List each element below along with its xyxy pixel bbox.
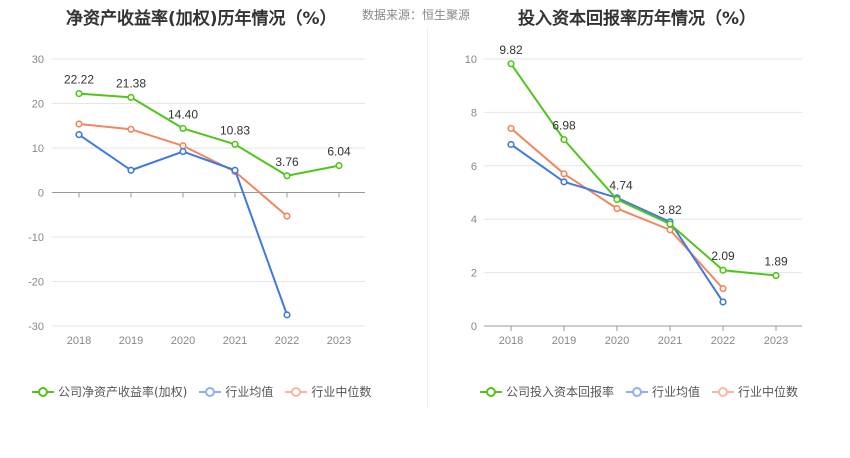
- series-line: [78, 122, 288, 217]
- data-label: 1.89: [764, 255, 788, 269]
- x-tick-label: 2018: [499, 335, 523, 347]
- data-point: [75, 131, 83, 139]
- y-tick-label: 20: [32, 99, 44, 111]
- legend-label: 公司投入资本回报率: [506, 385, 615, 399]
- data-point: [560, 170, 568, 178]
- data-label: 14.40: [168, 107, 198, 121]
- data-point: [719, 266, 727, 274]
- data-label: 6.98: [552, 119, 576, 133]
- data-point: [283, 311, 291, 319]
- data-label: 21.38: [116, 76, 146, 90]
- data-label: 3.82: [658, 203, 682, 217]
- data-point: [127, 125, 135, 133]
- legend-item-industry-median[interactable]: 行业中位数: [285, 383, 371, 400]
- x-tick-label: 2019: [552, 335, 576, 347]
- series-line: [510, 143, 724, 303]
- roe-chart-title: 净资产收益率(加权)历年情况（%）: [66, 9, 337, 29]
- data-point: [75, 90, 83, 98]
- x-tick-label: 2019: [119, 335, 143, 347]
- y-tick-label: 4: [471, 214, 477, 226]
- x-tick-label: 2023: [327, 335, 351, 347]
- data-point: [75, 120, 83, 128]
- series-line: [78, 92, 340, 177]
- data-point: [666, 220, 674, 228]
- data-point: [127, 166, 135, 174]
- data-point: [283, 172, 291, 180]
- legend-marker-blue-icon: [626, 386, 649, 397]
- legend-item-company-roic[interactable]: 公司投入资本回报率: [480, 383, 614, 400]
- y-tick-label: 2: [471, 268, 477, 280]
- legend-label: 行业中位数: [738, 385, 799, 399]
- data-label: 2.09: [711, 249, 735, 263]
- y-tick-label: 8: [471, 107, 477, 119]
- x-tick-label: 2020: [605, 335, 629, 347]
- legend-marker-blue-icon: [199, 386, 222, 397]
- y-tick-label: -10: [28, 232, 44, 244]
- data-point: [560, 136, 568, 144]
- data-point: [231, 140, 239, 148]
- x-tick-label: 2021: [658, 335, 682, 347]
- data-point: [507, 140, 515, 149]
- y-tick-label: 6: [471, 161, 477, 173]
- data-source-text: 数据来源：恒生聚源: [362, 8, 471, 22]
- x-tick-label: 2018: [67, 335, 91, 347]
- data-label: 3.76: [275, 155, 299, 169]
- data-label: 4.74: [609, 178, 633, 192]
- y-tick-label: -20: [28, 277, 44, 289]
- legend-item-company-roe[interactable]: 公司净资产收益率(加权): [32, 383, 187, 400]
- legend-label: 公司净资产收益率(加权): [58, 385, 188, 399]
- data-point: [179, 142, 187, 150]
- y-tick-label: 30: [32, 54, 44, 66]
- data-point: [719, 285, 727, 293]
- y-tick-label: -30: [28, 321, 44, 333]
- legend-label: 行业均值: [652, 385, 701, 399]
- data-point: [231, 166, 239, 174]
- series-line: [78, 133, 288, 316]
- data-point: [507, 124, 515, 133]
- roic-legend: 公司投入资本回报率 行业均值 行业中位数: [480, 383, 798, 400]
- roe-legend: 公司净资产收益率(加权) 行业均值 行业中位数: [32, 383, 371, 400]
- y-tick-label: 10: [465, 54, 477, 66]
- legend-marker-orange-icon: [712, 386, 735, 397]
- y-tick-label: 0: [38, 188, 44, 200]
- series-line: [510, 63, 777, 277]
- y-tick-label: 0: [471, 321, 477, 333]
- x-tick-label: 2023: [764, 335, 788, 347]
- data-label: 6.04: [327, 145, 351, 159]
- legend-marker-green-icon: [32, 386, 54, 397]
- data-point: [666, 226, 674, 234]
- data-point: [335, 162, 343, 170]
- data-point: [772, 271, 780, 280]
- x-tick-label: 2022: [275, 335, 299, 347]
- legend-item-industry-mean[interactable]: 行业均值: [199, 383, 273, 400]
- data-label: 22.22: [64, 73, 94, 87]
- data-point: [127, 93, 135, 101]
- roic-chart-title: 投入资本回报率历年情况（%）: [518, 9, 757, 29]
- legend-marker-orange-icon: [285, 386, 308, 397]
- legend-label: 行业均值: [225, 385, 274, 399]
- data-point: [507, 60, 515, 68]
- data-point: [560, 178, 568, 186]
- x-tick-label: 2020: [171, 335, 195, 347]
- data-label: 9.82: [499, 43, 523, 57]
- legend-item-industry-median[interactable]: 行业中位数: [712, 383, 798, 400]
- data-point: [613, 204, 621, 213]
- panel-divider: [427, 28, 428, 408]
- legend-label: 行业中位数: [311, 385, 372, 399]
- data-point: [179, 147, 187, 156]
- data-point: [283, 212, 291, 220]
- data-point: [179, 124, 187, 133]
- data-label: 10.83: [220, 123, 250, 137]
- x-tick-label: 2021: [223, 335, 247, 347]
- legend-item-industry-mean[interactable]: 行业均值: [626, 383, 700, 400]
- data-point: [613, 195, 621, 204]
- x-tick-label: 2022: [711, 335, 735, 347]
- data-point: [719, 298, 727, 306]
- y-tick-label: 10: [32, 143, 44, 155]
- legend-marker-green-icon: [480, 386, 502, 397]
